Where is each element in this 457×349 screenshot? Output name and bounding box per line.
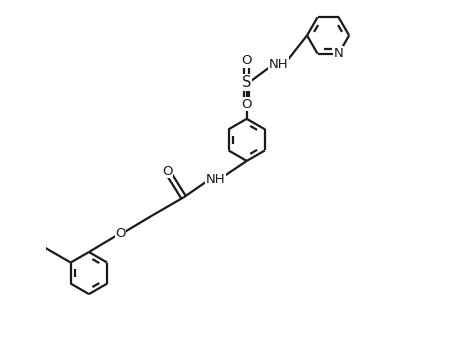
Text: O: O [241,98,252,111]
Text: NH: NH [268,58,288,70]
Text: S: S [242,75,251,90]
Text: N: N [334,47,344,60]
Text: NH: NH [205,173,225,186]
Text: O: O [241,54,252,67]
Text: O: O [115,227,126,240]
Text: O: O [162,165,172,178]
